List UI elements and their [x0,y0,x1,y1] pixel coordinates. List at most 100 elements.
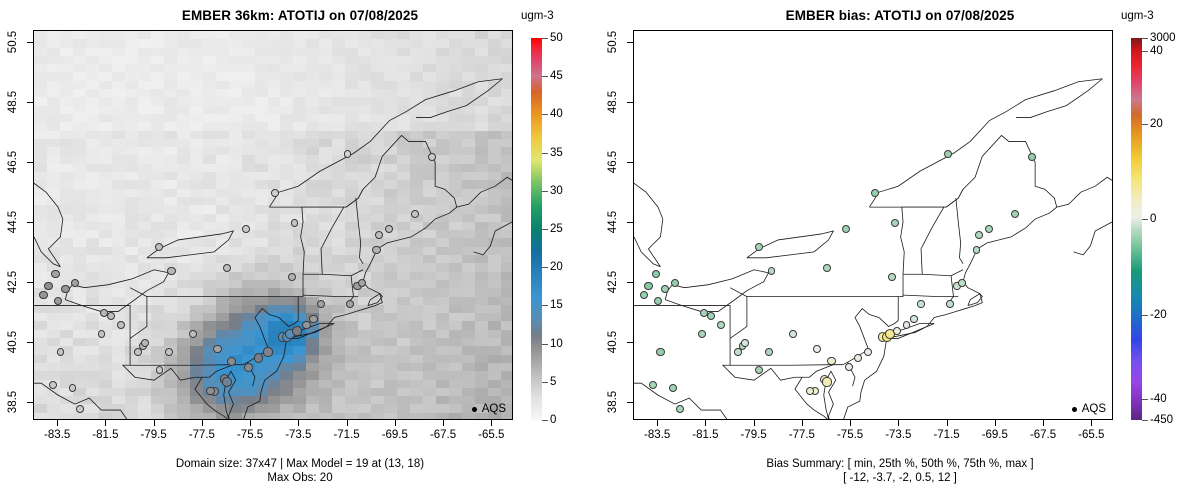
raster-cell [384,396,398,405]
raster-cell [215,55,230,65]
raster-cell [59,338,74,347]
raster-cell [358,221,372,231]
map-boundary-line [843,309,879,365]
raster-cell [436,412,450,419]
raster-cell [384,362,398,372]
raster-cell [228,230,243,240]
raster-cell [202,230,217,240]
raster-cell [397,321,411,331]
raster-cell [72,387,87,397]
raster-cell [59,80,74,90]
raster-cell [501,296,512,306]
raster-cell [111,64,126,74]
raster-cell [358,213,372,223]
raster-cell [410,130,424,140]
raster-cell [163,279,178,289]
raster-cell [397,122,411,132]
raster-cell [163,196,178,206]
raster-cell [34,346,48,356]
station-marker [133,348,142,356]
raster-cell [137,97,152,107]
raster-cell [254,296,269,306]
raster-cell [332,147,346,157]
bias-caption-line1: Bias Summary: [ min, 25th %, 50th %, 75t… [766,458,1034,470]
raster-cell [488,205,502,215]
raster-cell [150,263,165,273]
raster-cell [397,155,411,165]
raster-cell [358,55,372,65]
raster-cell [189,263,204,273]
raster-cell [358,255,372,264]
raster-cell [34,379,48,389]
raster-cell [371,304,385,314]
x-tick-label: -73.5 [285,429,312,441]
raster-cell [397,221,411,231]
raster-cell [371,180,385,190]
raster-cell [410,255,424,264]
raster-cell [85,163,100,173]
raster-cell [189,80,204,90]
raster-cell [241,138,256,148]
raster-cell [85,238,100,248]
raster-cell [449,147,463,157]
raster-cell [488,122,502,132]
raster-cell [280,80,295,90]
raster-cell [475,346,489,356]
station-marker [75,405,84,413]
raster-cell [384,271,398,281]
model-map-plot[interactable]: AQS [33,30,513,420]
raster-cell [189,188,204,198]
raster-cell [176,396,191,405]
raster-cell [332,271,346,281]
raster-cell [202,221,217,231]
raster-cell [397,147,411,157]
raster-cell [345,412,359,419]
station-marker [213,344,222,354]
raster-cell [280,396,295,405]
raster-cell [449,354,463,364]
bias-map-plot[interactable]: AQS [633,30,1113,420]
raster-cell [176,31,191,40]
station-marker [290,219,299,227]
raster-cell [111,155,126,165]
raster-cell [280,371,295,381]
raster-cell [475,188,489,198]
raster-cell [280,321,295,331]
raster-cell [189,147,204,157]
raster-cell [85,188,100,198]
raster-cell [46,362,61,372]
raster-cell [462,238,476,248]
raster-cell [254,72,269,82]
raster-cell [462,255,476,264]
map-boundary-line [147,231,233,258]
raster-cell [384,188,398,198]
raster-cell [241,147,256,157]
raster-cell [462,138,476,148]
raster-cell [462,288,476,298]
raster-cell [332,172,346,181]
raster-cell [306,147,320,157]
colorbar-tick-label: 40 [1150,45,1163,58]
raster-cell [59,196,74,206]
raster-cell [124,113,139,123]
raster-cell [397,47,411,57]
raster-cell [319,155,333,165]
raster-cell [449,205,463,215]
raster-cell [267,346,282,356]
raster-cell [176,379,191,389]
raster-cell [449,89,463,98]
raster-cell [371,113,385,123]
raster-cell [228,338,243,347]
raster-cell [85,246,100,256]
colorbar-model-gradient [531,38,542,420]
raster-cell [293,155,308,165]
raster-cell [488,404,502,414]
colorbar-bias-gradient [1131,38,1142,420]
raster-cell [228,138,243,148]
raster-cell [436,238,450,248]
raster-cell [215,263,230,273]
station-marker [244,362,254,372]
raster-cell [72,321,87,331]
colorbar-tick-label: -40 [1150,392,1167,405]
raster-cell [46,55,61,65]
